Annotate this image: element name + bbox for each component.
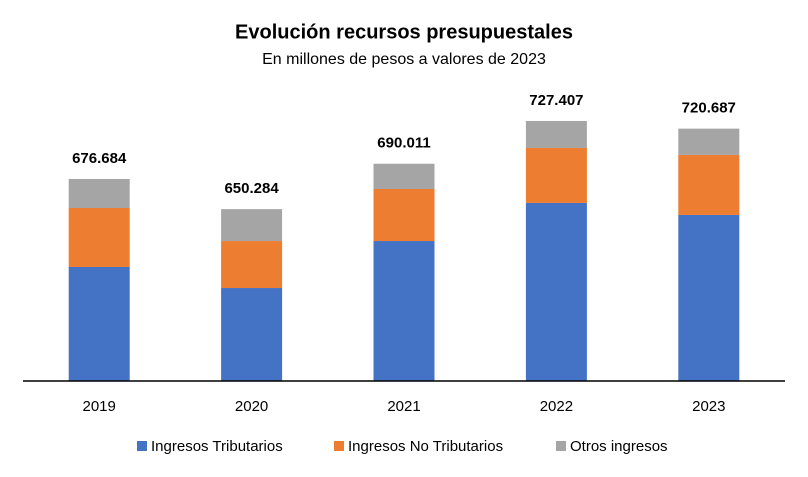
total-label: 690.011 xyxy=(377,135,430,152)
bar-segment xyxy=(68,207,130,267)
chart-title: Evolución recursos presupuestales xyxy=(235,21,573,43)
legend-swatch xyxy=(556,441,566,451)
x-tick-label: 2023 xyxy=(692,398,725,415)
legend-label: Ingresos No Tributarios xyxy=(348,438,503,455)
legend-swatch xyxy=(137,441,147,451)
x-tick-label: 2021 xyxy=(387,398,420,415)
x-tick-label: 2022 xyxy=(540,398,573,415)
bar-segment xyxy=(373,163,435,190)
bar-segment xyxy=(373,189,435,242)
legend-label: Otros ingresos xyxy=(570,438,668,455)
bar-segment xyxy=(678,154,740,215)
bar-segment xyxy=(221,241,283,289)
chart-subtitle: En millones de pesos a valores de 2023 xyxy=(262,51,546,68)
total-label: 727.407 xyxy=(529,92,583,109)
bar-segment xyxy=(68,178,130,208)
bar-segment xyxy=(678,128,740,155)
bar-segment xyxy=(525,120,587,148)
bar-segment xyxy=(221,288,283,381)
x-tick-label: 2019 xyxy=(83,398,116,415)
bar-segment xyxy=(678,214,740,381)
legend-label: Ingresos Tributarios xyxy=(151,438,283,455)
bar-segment xyxy=(525,147,587,203)
legend-swatch xyxy=(334,441,344,451)
x-tick-label: 2020 xyxy=(235,398,268,415)
total-label: 676.684 xyxy=(72,150,127,167)
total-label: 720.687 xyxy=(682,100,736,117)
bar-segment xyxy=(373,241,435,381)
bar-segment xyxy=(68,266,130,381)
total-label: 650.284 xyxy=(224,180,279,197)
bar-segment xyxy=(525,202,587,381)
bar-segment xyxy=(221,209,283,242)
